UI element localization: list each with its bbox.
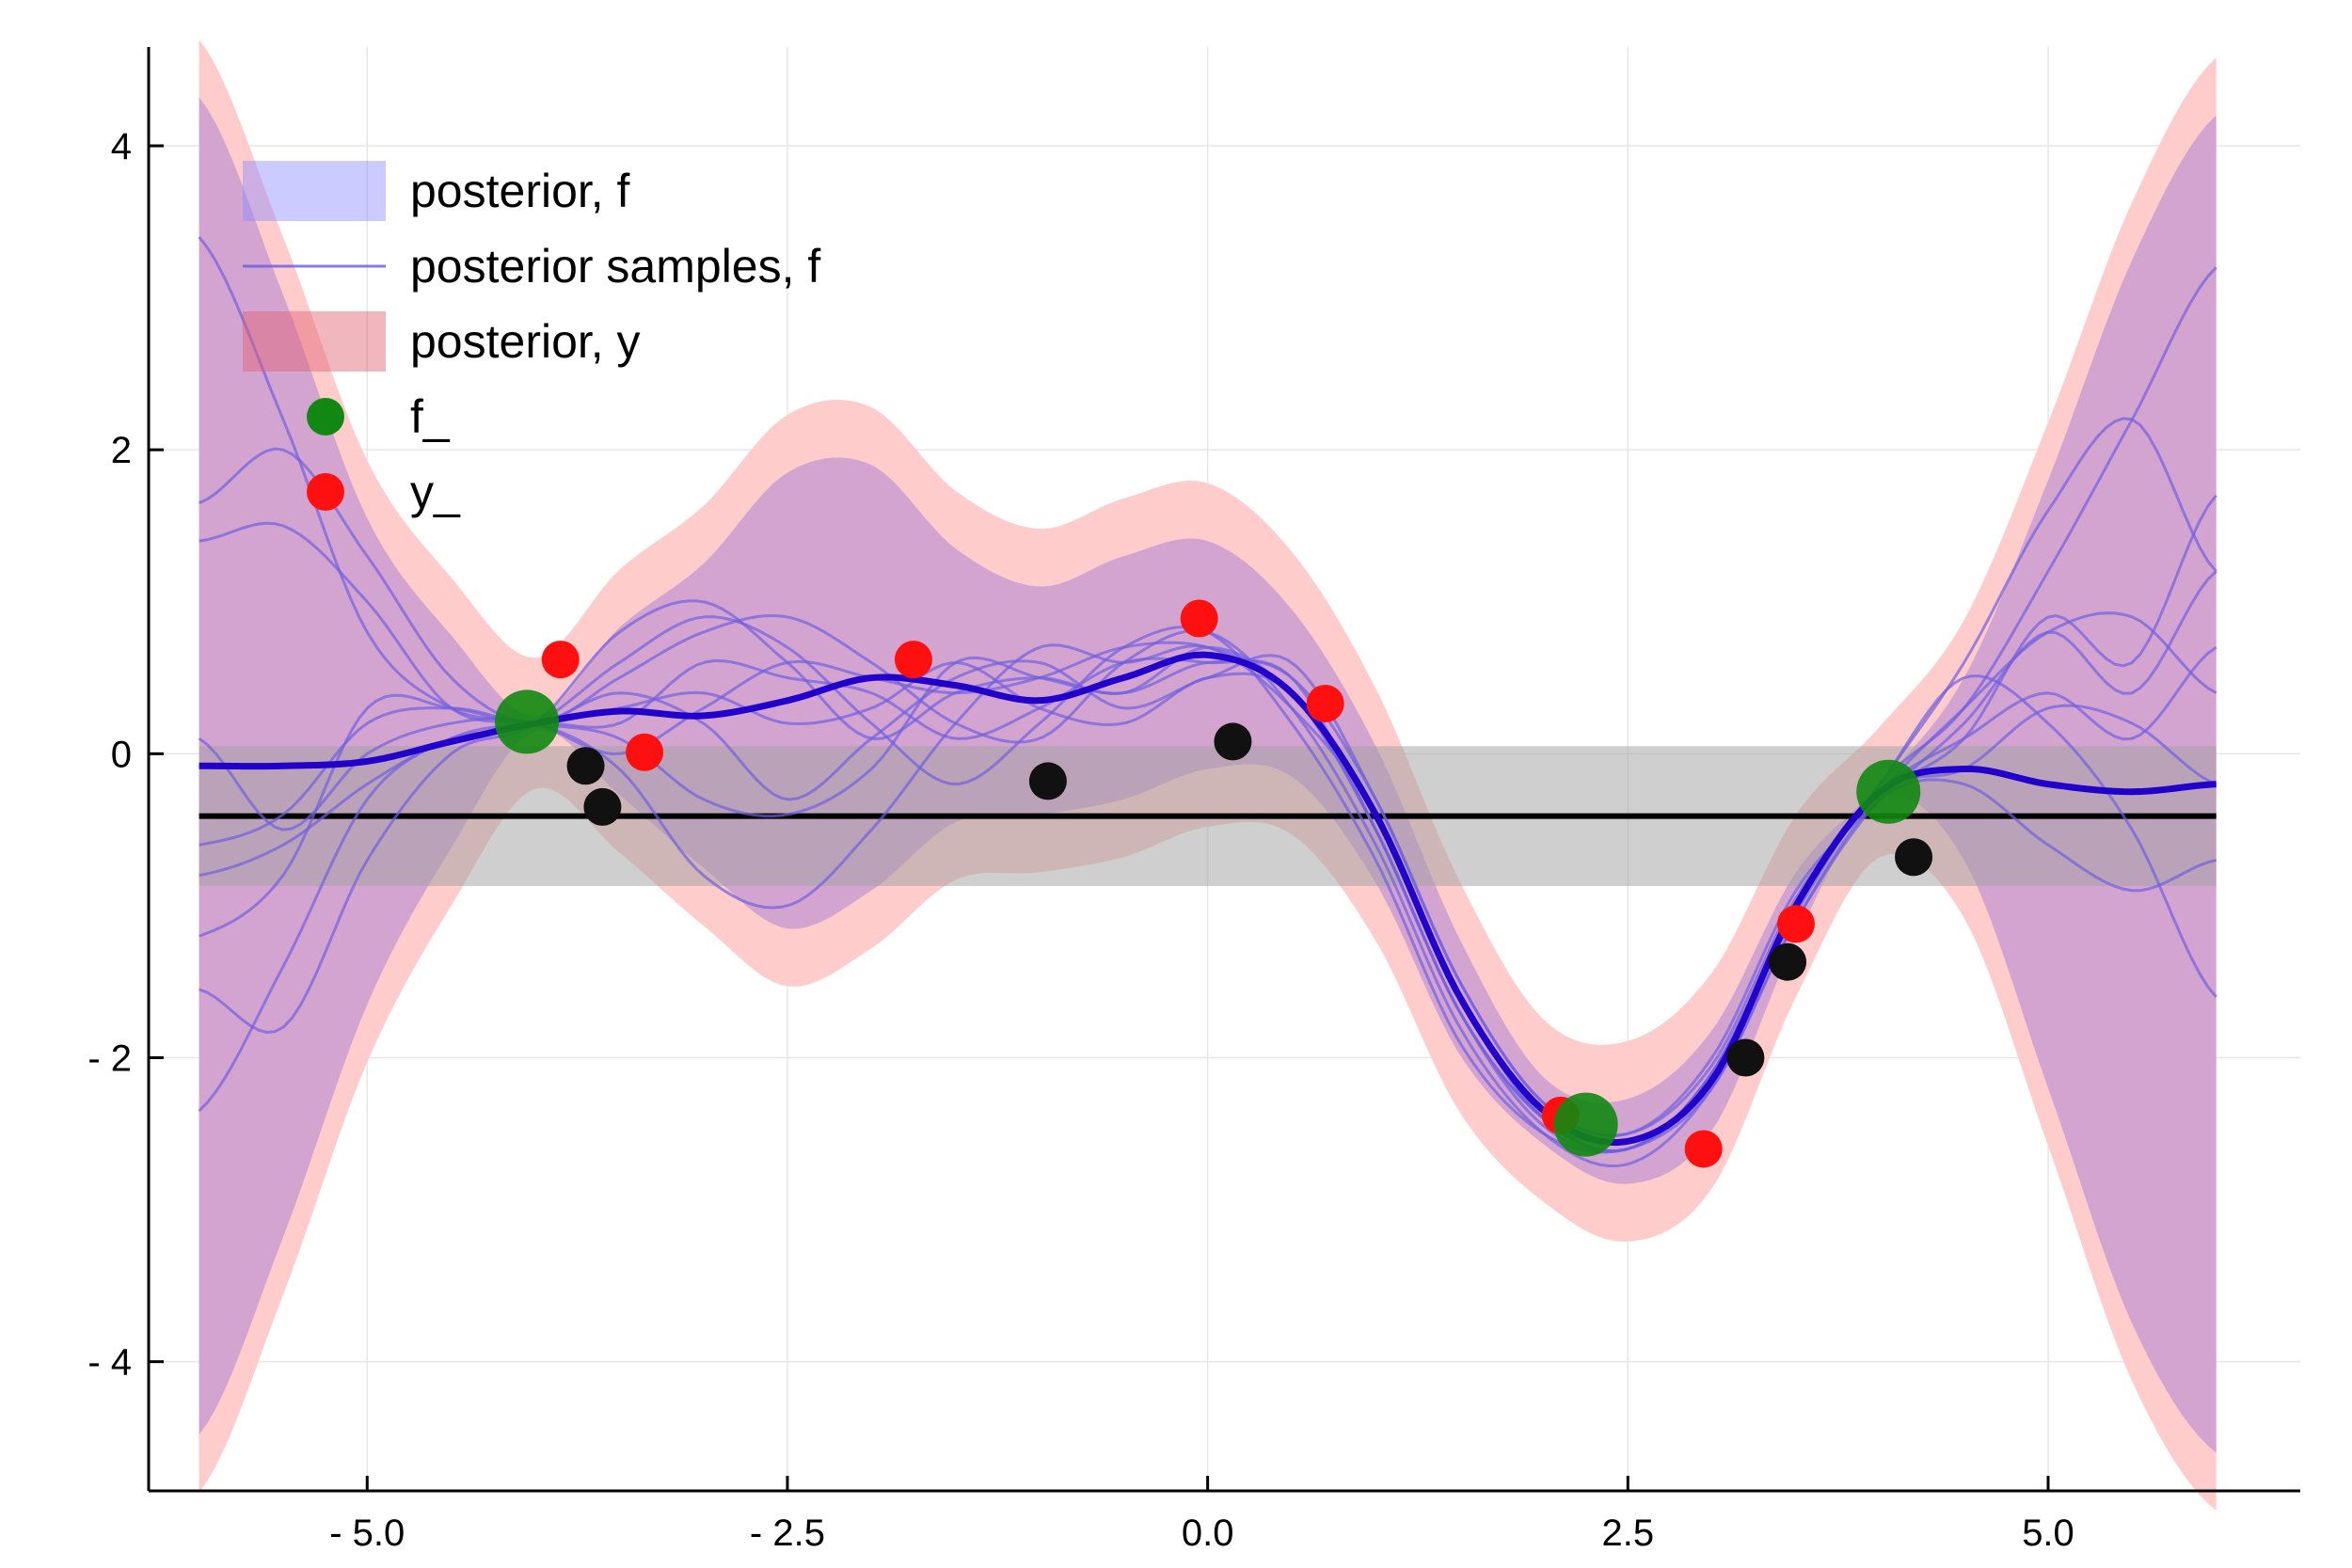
- legend-swatch-0: [243, 161, 386, 221]
- y-point-1: [626, 733, 664, 771]
- black-point-0: [566, 747, 605, 785]
- black-point-1: [583, 787, 622, 826]
- legend-label-2: posterior, y: [410, 315, 641, 368]
- y-tick-label-1: 2: [111, 430, 132, 471]
- x-tick-label-3: 2.5: [1602, 1513, 1655, 1554]
- y-tick-label-0: 4: [111, 126, 132, 167]
- legend-swatch-4: [307, 473, 344, 511]
- legend-swatch-3: [307, 398, 344, 436]
- posterior-f-band: [199, 97, 2217, 1453]
- black-point-2: [1028, 762, 1067, 800]
- x-tick-label-2: 0.0: [1182, 1513, 1234, 1554]
- x-tick-label-0: - 5.0: [329, 1513, 405, 1554]
- y-point-3: [1180, 599, 1218, 638]
- y-point-6: [1684, 1130, 1723, 1168]
- x-tick-label-4: 5.0: [2022, 1513, 2074, 1554]
- f-point-1: [1553, 1092, 1618, 1157]
- y-point-2: [894, 641, 932, 679]
- axes: - 5.0 - 2.5 0.0 2.5 5.0 4 2 0 - 2 - 4: [87, 47, 2300, 1554]
- black-point-4: [1726, 1038, 1765, 1077]
- x-tick-label-1: - 2.5: [750, 1513, 825, 1554]
- black-point-5: [1769, 942, 1807, 981]
- f-point-2: [1856, 759, 1921, 824]
- black-point-3: [1214, 722, 1252, 761]
- legend-label-0: posterior, f: [410, 165, 630, 217]
- legend-label-1: posterior samples, f: [410, 240, 820, 293]
- y-point-0: [541, 641, 580, 679]
- legend: posterior, f posterior samples, f posterio…: [243, 161, 820, 518]
- y-point-7: [1776, 905, 1815, 943]
- data-points: [495, 599, 1933, 1168]
- y-point-4: [1306, 685, 1344, 723]
- f-point-0: [495, 689, 560, 754]
- y-tick-label-3: - 2: [87, 1038, 132, 1080]
- black-point-6: [1895, 838, 1933, 877]
- y-tick-label-2: 0: [111, 734, 132, 775]
- legend-label-3: f_: [410, 390, 451, 443]
- legend-swatch-2: [243, 311, 386, 372]
- legend-label-4: y_: [410, 466, 461, 518]
- y-tick-label-4: - 4: [87, 1342, 132, 1384]
